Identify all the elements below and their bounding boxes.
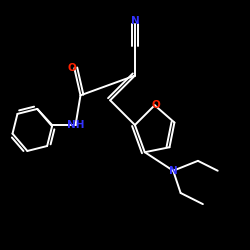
Text: N: N	[130, 16, 139, 26]
Text: O: O	[68, 63, 76, 73]
Text: NH: NH	[67, 120, 84, 130]
Text: O: O	[152, 100, 160, 110]
Text: N: N	[169, 166, 177, 176]
